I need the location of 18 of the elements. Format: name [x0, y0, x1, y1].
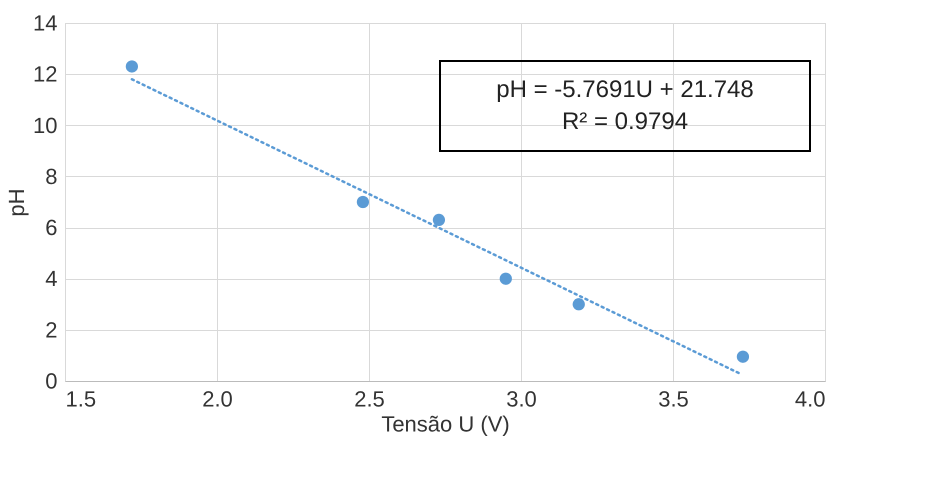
- y-tick-label: 14: [33, 10, 58, 36]
- x-axis-title: Tensão U (V): [381, 412, 510, 436]
- x-tick-label: 3.5: [658, 386, 689, 412]
- y-tick-label: 12: [33, 62, 58, 87]
- y-tick-label: 0: [45, 368, 58, 394]
- y-axis-title: pH: [4, 188, 30, 217]
- y-tick-label: 8: [45, 164, 58, 189]
- y-tick-label: 4: [45, 266, 58, 292]
- x-tick-label: 2.5: [354, 386, 385, 412]
- y-tick-label: 10: [33, 112, 58, 138]
- x-tick-label: 3.0: [506, 386, 537, 412]
- y-tick-label: 2: [45, 317, 58, 342]
- annotation: R² = 0.9794: [562, 108, 688, 135]
- x-tick-label: 1.5: [66, 386, 96, 412]
- y-tick-label: 6: [45, 215, 58, 240]
- annotation: pH = -5.7691U + 21.748: [496, 76, 754, 103]
- x-tick-label: 2.0: [202, 386, 233, 412]
- x-tick-label: 4.0: [794, 386, 826, 412]
